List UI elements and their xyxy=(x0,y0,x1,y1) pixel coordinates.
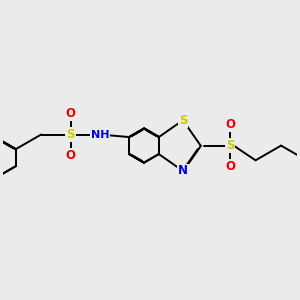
Text: O: O xyxy=(225,160,235,173)
Text: NH: NH xyxy=(91,130,109,140)
Text: S: S xyxy=(179,114,187,127)
Text: O: O xyxy=(66,148,76,162)
Text: O: O xyxy=(225,118,235,131)
Text: S: S xyxy=(226,139,234,152)
Text: O: O xyxy=(66,107,76,120)
Text: S: S xyxy=(66,128,75,141)
Text: N: N xyxy=(178,164,188,178)
